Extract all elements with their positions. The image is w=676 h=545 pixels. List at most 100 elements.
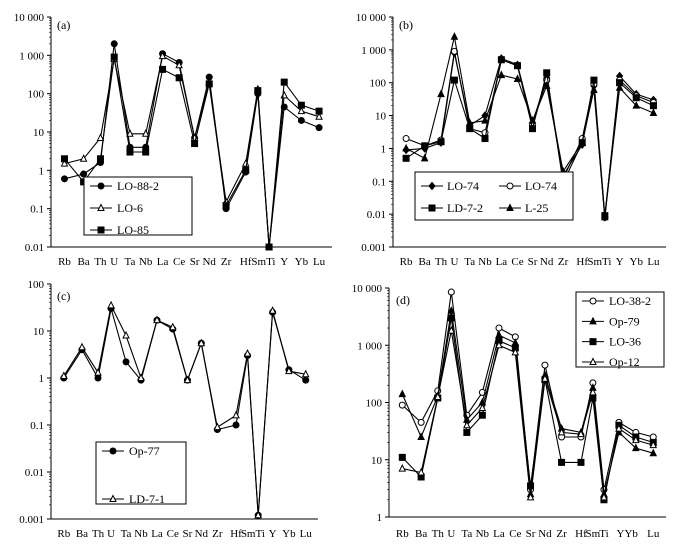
x-tick-label: U (447, 528, 455, 540)
data-point (232, 421, 240, 429)
data-point (447, 326, 456, 334)
y-tick-label: 1 (39, 165, 45, 177)
data-point (417, 432, 425, 440)
x-tick-label: Rb (400, 256, 413, 268)
data-point (78, 342, 86, 351)
y-tick-label: 1 (39, 373, 45, 385)
x-tick-label: U (107, 528, 115, 540)
x-tick-label: La (496, 256, 508, 268)
data-point (542, 81, 551, 89)
legend-label: LO-88-2 (117, 179, 159, 193)
y-tick-label: 100 (28, 279, 45, 291)
x-tick-label: Y (280, 256, 288, 268)
x-tick-label: Rb (57, 528, 70, 540)
data-point (280, 90, 289, 99)
y-tick-label: 10 (375, 111, 387, 123)
data-point (402, 143, 410, 152)
x-tick-label: Hf (230, 528, 242, 540)
data-point (450, 32, 459, 40)
y-tick-label: 100 (366, 398, 383, 410)
legend-label: LO-38-2 (609, 294, 651, 308)
data-point (254, 87, 262, 95)
data-point (268, 306, 277, 314)
data-point (110, 40, 118, 48)
data-point (297, 116, 305, 124)
series-3 (398, 326, 658, 501)
data-point (402, 135, 410, 143)
data-point (222, 202, 230, 210)
legend-marker (97, 203, 105, 211)
data-point (463, 420, 471, 429)
data-point (632, 94, 640, 102)
data-point (466, 125, 474, 133)
data-point (265, 243, 273, 251)
x-tick-label: U (110, 256, 118, 268)
x-tick-label: La (157, 256, 169, 268)
y-tick-label: 0.1 (30, 420, 44, 432)
legend-box (414, 171, 574, 221)
x-tick-label: Ce (173, 256, 185, 268)
data-point (615, 83, 624, 91)
data-point (315, 124, 323, 132)
data-point (541, 374, 549, 382)
data-point (398, 453, 406, 461)
x-tick-label: Th (92, 528, 105, 540)
x-tick-label: SmTi (587, 256, 611, 268)
data-point (526, 492, 535, 501)
data-point (649, 448, 658, 457)
y-tick-label: 0.1 (30, 204, 44, 216)
x-tick-label: Zr (212, 528, 223, 540)
legend-label: LO-74 (525, 179, 557, 193)
data-point (96, 155, 104, 163)
data-point (158, 51, 167, 60)
x-tick-label: Y (616, 256, 624, 268)
x-tick-label: Sr (526, 528, 536, 540)
data-point (631, 435, 640, 444)
x-tick-label: Ce (511, 256, 523, 268)
y-tick-label: 1 (377, 512, 383, 524)
data-point (465, 118, 474, 126)
data-point (495, 324, 503, 332)
data-point (578, 138, 586, 146)
y-tick-label: 10 (33, 127, 45, 139)
legend-marker (109, 494, 117, 502)
legend-label: LO-36 (609, 335, 641, 349)
x-tick-label: Sm (586, 528, 601, 540)
data-point (60, 158, 69, 167)
data-point (529, 125, 537, 133)
x-tick-label: Sr (190, 256, 200, 268)
data-point (437, 89, 445, 98)
legend-label: Op-79 (609, 314, 640, 328)
panel-label: (b) (399, 18, 413, 32)
data-point (615, 423, 623, 432)
data-point (242, 166, 250, 174)
data-point (513, 62, 521, 70)
data-point (297, 101, 305, 109)
x-tick-label: Hf (575, 528, 587, 540)
data-point (541, 361, 549, 369)
data-point (450, 76, 458, 84)
legend: LO-88-2 LO-6 LO-85 (83, 176, 193, 237)
data-point (600, 492, 608, 501)
x-tick-label: Nd (195, 528, 209, 540)
data-point (420, 153, 429, 162)
legend-label: LO-6 (117, 201, 143, 215)
data-point (478, 411, 486, 419)
y-tick-label: 1 000 (361, 45, 386, 57)
data-point (126, 148, 134, 156)
data-point (632, 101, 641, 109)
series-2 (60, 53, 323, 251)
x-tick-label: Nd (538, 528, 552, 540)
x-tick-label: Th (432, 528, 445, 540)
legend-label: LD-7-2 (447, 201, 483, 215)
panel-label: (a) (57, 18, 70, 32)
data-point (447, 288, 455, 296)
data-point (94, 368, 102, 376)
legend-label: Op-12 (609, 355, 640, 369)
series-1 (60, 300, 310, 519)
x-tick-label: Nb (134, 528, 148, 540)
x-tick-label: Y (269, 528, 277, 540)
data-point (122, 330, 130, 339)
x-tick-label: SmTi (251, 256, 275, 268)
legend-marker (589, 297, 597, 305)
